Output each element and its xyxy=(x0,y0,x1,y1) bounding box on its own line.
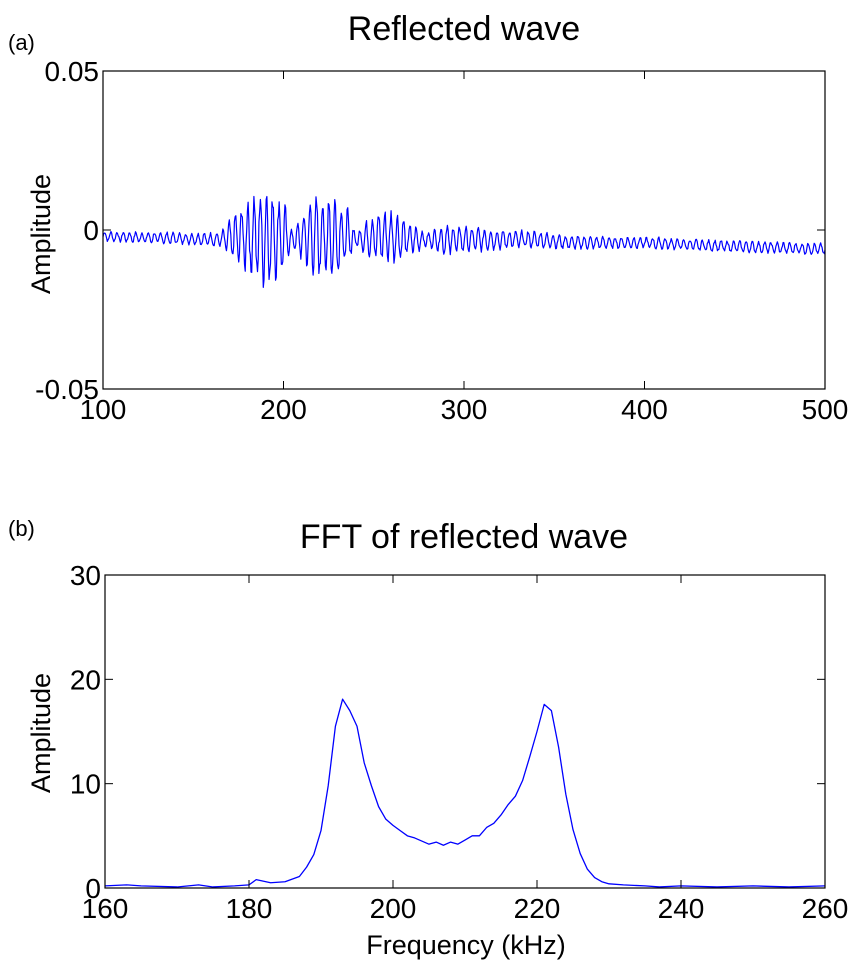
panel-a-xtick-label: 300 xyxy=(441,394,488,425)
panel-b-xtick-label: 220 xyxy=(514,893,561,924)
panel-b: (b) FFT of reflected wave Amplitude 160 1… xyxy=(8,516,848,960)
panel-b-xtick-label: 260 xyxy=(802,893,849,924)
panel-a-ticks: 100 200 300 400 500 -0.05 0 0.05 xyxy=(35,56,848,425)
panel-a-ytick-label: -0.05 xyxy=(35,374,99,405)
panel-b-series-line xyxy=(104,698,826,888)
panel-b-title: FFT of reflected wave xyxy=(300,518,628,556)
panel-b-xtick-label: 180 xyxy=(226,893,273,924)
panel-a-xtick-label: 500 xyxy=(802,394,849,425)
panel-b-ticks: 160 180 200 220 240 260 0 10 20 30 xyxy=(70,560,849,924)
panel-b-xtick-label: 160 xyxy=(82,893,129,924)
panel-b-xtick-label: 200 xyxy=(370,893,417,924)
panel-a-yaxis-label-group: Amplitude xyxy=(26,174,56,294)
panel-a-ytick-label: 0.05 xyxy=(45,56,100,87)
panel-b-ytick-label: 30 xyxy=(70,560,101,591)
panel-b-ytick-label: 20 xyxy=(70,664,101,695)
panel-b-ylabel: Amplitude xyxy=(26,673,56,793)
panel-b-xtick-label: 240 xyxy=(658,893,705,924)
panel-b-label: (b) xyxy=(8,516,35,541)
panel-a-ytick-label: 0 xyxy=(83,215,99,246)
panel-a-plot-area xyxy=(102,195,826,288)
panel-a-title: Reflected wave xyxy=(348,10,580,48)
panel-a-ylabel: Amplitude xyxy=(26,174,56,294)
panel-b-axes-frame xyxy=(104,574,826,889)
panel-a-xtick-label: 400 xyxy=(621,394,668,425)
panel-a-axes-frame xyxy=(102,70,826,390)
panel-b-ytick-label: 0 xyxy=(85,873,101,904)
panel-a-xtick-label: 100 xyxy=(80,394,127,425)
panel-b-xlabel: Frequency (kHz) xyxy=(366,930,566,960)
panel-a-label: (a) xyxy=(8,30,35,55)
panel-b-ytick-label: 10 xyxy=(70,769,101,800)
panel-a: (a) Reflected wave Amplitude 100 200 300 40… xyxy=(8,10,848,425)
panel-b-plot-area xyxy=(104,698,826,888)
panel-b-yaxis-label-group: Amplitude xyxy=(26,673,56,793)
panel-a-series-line xyxy=(102,195,826,288)
panel-a-xtick-label: 200 xyxy=(260,394,307,425)
